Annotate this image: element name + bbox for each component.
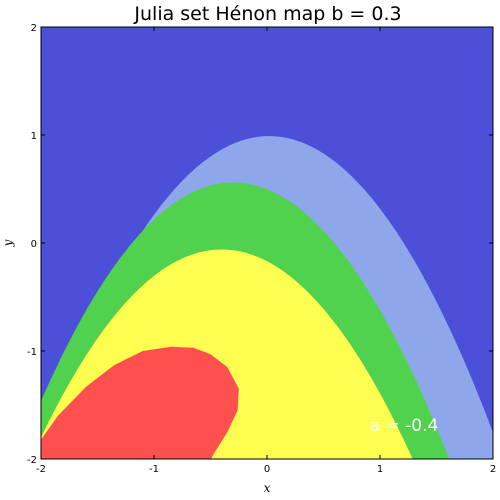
x-tick-label: -2 xyxy=(36,464,46,475)
y-tick-label: 1 xyxy=(31,131,37,142)
x-tick-label: 2 xyxy=(490,464,496,475)
chart-title: Julia set Hénon map b = 0.3 xyxy=(133,3,401,25)
y-tick-label: -1 xyxy=(27,347,37,358)
y-axis-label: y xyxy=(1,239,15,247)
y-tick-label: 0 xyxy=(31,239,37,250)
x-tick-label: 1 xyxy=(377,464,383,475)
parameter-annotation: a = -0.4 xyxy=(370,416,439,436)
y-tick-label: -2 xyxy=(27,455,37,466)
x-tick-label: -1 xyxy=(149,464,159,475)
x-tick-label: 0 xyxy=(264,464,270,475)
y-tick-label: 2 xyxy=(31,23,37,34)
x-axis-label: x xyxy=(264,481,271,495)
